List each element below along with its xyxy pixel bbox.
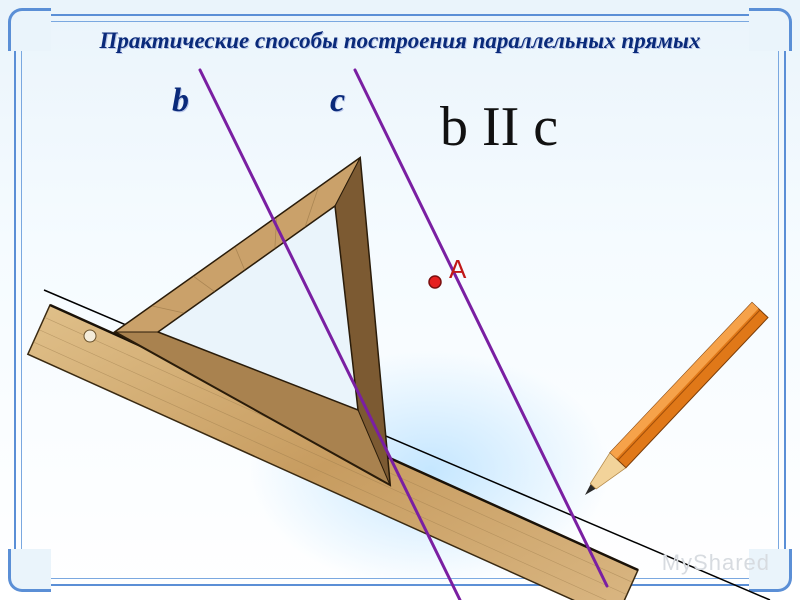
slide: Практические способы построения параллел… [0,0,800,600]
line-label-b: b [172,82,189,120]
watermark: MyShared [662,550,770,576]
point-label-a: A [449,254,466,285]
diagram-scene [0,0,800,600]
line-label-c: c [330,82,345,120]
parallel-formula: b II c [440,95,558,159]
